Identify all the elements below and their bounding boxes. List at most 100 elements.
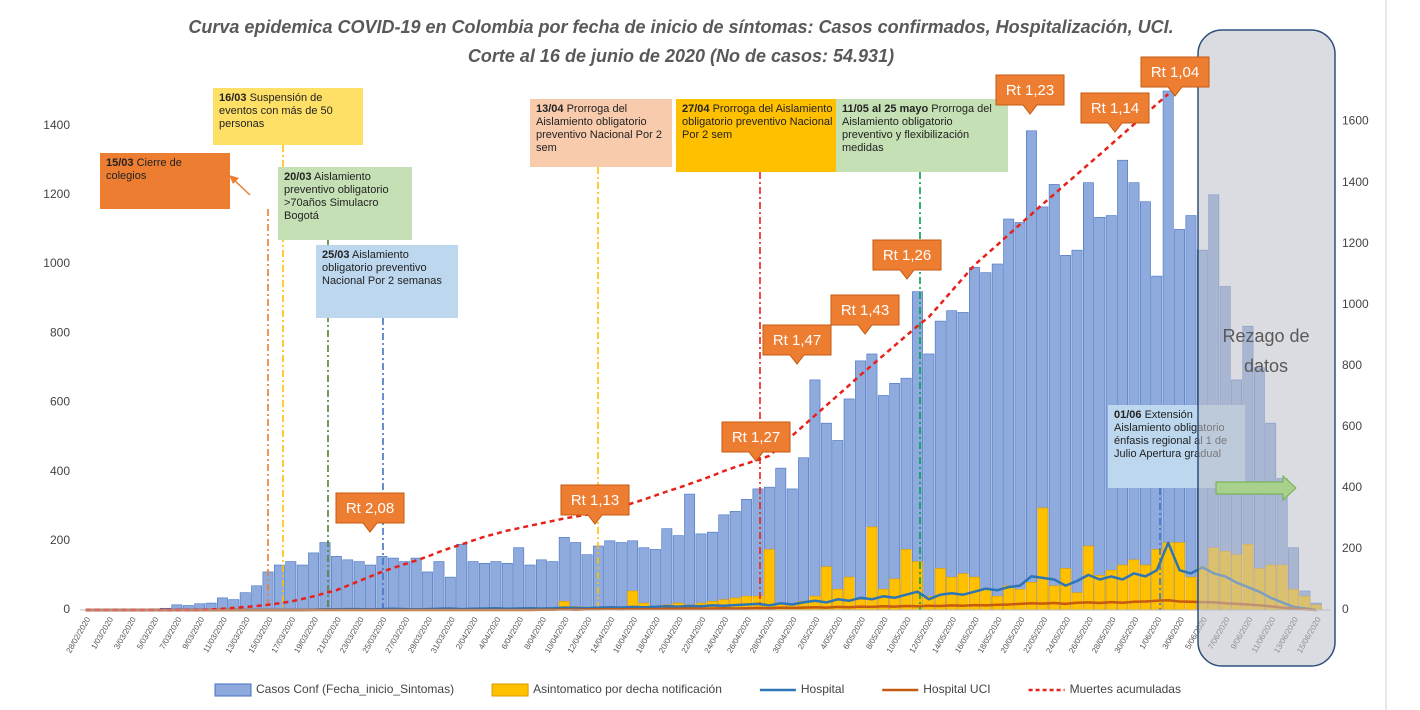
bar xyxy=(422,571,433,611)
bar xyxy=(855,599,866,611)
bar xyxy=(444,576,456,611)
bar xyxy=(649,549,661,611)
bar xyxy=(1071,592,1083,611)
bar xyxy=(912,561,923,611)
annotation-box xyxy=(213,88,363,145)
bar xyxy=(330,556,342,611)
annotation-box xyxy=(278,167,412,240)
bar xyxy=(1003,218,1015,611)
rt-label: Rt 1,04 xyxy=(1151,64,1199,81)
line-series xyxy=(85,93,1170,612)
bar xyxy=(957,312,969,611)
bar xyxy=(501,562,513,611)
bar xyxy=(490,561,502,611)
bar xyxy=(798,457,809,611)
bar xyxy=(513,547,525,611)
y2-tick-label: 0 xyxy=(1342,602,1349,616)
bar xyxy=(1071,249,1083,611)
annotation: 13/04 Prorroga del Aislamiento obligator… xyxy=(536,103,662,154)
annotation-text: 27/04 Prorroga del Aislamiento obligator… xyxy=(676,99,850,172)
chart-title: Curva epidemica COVID-19 en Colombia por… xyxy=(188,17,1173,37)
overlay-label-line: Rezago de xyxy=(1222,326,1309,346)
bar xyxy=(969,267,980,611)
bar xyxy=(786,488,798,611)
rt-label: Rt 1,14 xyxy=(1091,100,1139,117)
y-tick-label: 800 xyxy=(50,325,70,339)
bar xyxy=(1162,90,1174,611)
bar xyxy=(1117,159,1129,611)
overlay-box xyxy=(1197,29,1336,667)
y2-tick-label: 1200 xyxy=(1342,236,1369,250)
bar xyxy=(1060,255,1072,611)
annotation-body: Suspensión de eventos con más de 50 pers… xyxy=(219,92,333,130)
bar xyxy=(308,552,320,611)
green-arrow xyxy=(1215,474,1297,502)
annotation-body: Prorroga del Aislamiento obligatorio pre… xyxy=(682,103,833,141)
annotation: 27/04 Prorroga del Aislamiento obligator… xyxy=(676,99,850,172)
rt-callout xyxy=(721,421,791,462)
annotation-box xyxy=(836,99,1008,172)
bar xyxy=(729,511,741,611)
annotation: 25/03 Aislamiento obligatorio preventivo… xyxy=(316,245,458,318)
bar xyxy=(1037,507,1049,611)
annotation-text: 15/03 Cierre de colegios xyxy=(100,153,230,209)
bar xyxy=(991,595,1003,611)
rt-label: Rt 1,27 xyxy=(732,429,780,446)
bar xyxy=(1128,182,1140,611)
rt-callout xyxy=(1140,56,1210,97)
annotation: 16/03 Suspensión de eventos con más de 5… xyxy=(219,92,333,130)
annotation-box xyxy=(100,153,230,209)
y-tick-label: 1200 xyxy=(43,187,70,201)
annotation: 15/03 Cierre de colegios xyxy=(100,153,230,209)
y-tick-label: 0 xyxy=(63,602,70,616)
annotation-date: 11/05 al 25 mayo xyxy=(842,103,929,115)
bar xyxy=(1003,585,1015,611)
bar xyxy=(524,564,536,611)
annotation-date: 16/03 xyxy=(219,92,247,104)
annotation-body: Aislamiento preventivo obligatorio >70añ… xyxy=(284,171,389,222)
bar xyxy=(991,263,1003,611)
annotation: 11/05 al 25 mayo Prorroga del Aislamient… xyxy=(836,99,1008,172)
rt-callout xyxy=(830,294,900,335)
rt-label: Rt 1,23 xyxy=(1006,82,1054,99)
bar xyxy=(706,531,718,611)
bar xyxy=(1139,564,1151,611)
bar xyxy=(296,564,308,611)
annotation-date: 25/03 xyxy=(322,249,350,261)
bar xyxy=(1014,222,1026,611)
y2-tick-label: 200 xyxy=(1342,541,1362,555)
legend-swatch xyxy=(214,683,252,697)
annotation-text: 25/03 Aislamiento obligatorio preventivo… xyxy=(316,245,458,318)
annotation-text: 11/05 al 25 mayo Prorroga del Aislamient… xyxy=(836,99,1008,172)
y2-tick-label: 800 xyxy=(1342,358,1362,372)
bar xyxy=(752,488,764,611)
annotation-body: Cierre de colegios xyxy=(106,157,182,182)
bar xyxy=(365,564,376,611)
bar xyxy=(1048,184,1060,611)
y2-tick-label: 1400 xyxy=(1342,175,1369,189)
annotation-date: 27/04 xyxy=(682,103,710,115)
bar xyxy=(980,272,992,611)
bar xyxy=(536,559,547,611)
bar xyxy=(558,537,570,611)
annotation-box xyxy=(316,245,458,318)
annotation-date: 20/03 xyxy=(284,171,312,183)
annotation-body: Aislamiento obligatorio preventivo Nacio… xyxy=(322,249,442,287)
bar xyxy=(832,440,844,611)
annotation-body: Prorroga del Aislamiento obligatorio pre… xyxy=(842,103,992,154)
bar xyxy=(877,395,889,611)
annotation-box xyxy=(530,99,672,167)
annotation-date: 13/04 xyxy=(536,103,564,115)
rt-label: Rt 1,26 xyxy=(883,247,931,264)
bar xyxy=(581,554,593,611)
bar xyxy=(684,493,696,611)
legend-label: Muertes acumuladas xyxy=(1070,682,1181,696)
rt-callout xyxy=(1080,92,1150,133)
bar xyxy=(1026,130,1037,611)
annotation-arrowhead xyxy=(229,175,239,184)
rt-label: Rt 1,47 xyxy=(773,332,821,349)
rt-label: Rt 1,13 xyxy=(571,492,619,509)
bar xyxy=(1048,585,1060,611)
rt-callout xyxy=(872,239,942,280)
bar xyxy=(1185,576,1197,611)
